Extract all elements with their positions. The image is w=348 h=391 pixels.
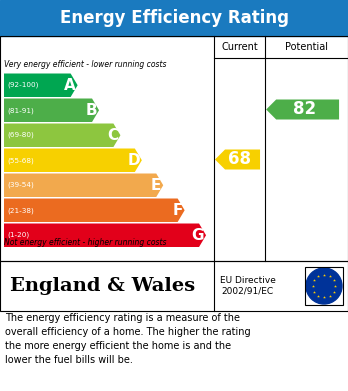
Bar	[0, 36, 348, 261]
Bar	[0, 261, 348, 311]
Text: C: C	[107, 128, 118, 143]
Text: (92-100): (92-100)	[7, 82, 38, 88]
Text: Potential: Potential	[285, 42, 328, 52]
Text: (39-54): (39-54)	[7, 182, 34, 188]
Text: (1-20): (1-20)	[7, 232, 29, 239]
Polygon shape	[4, 124, 120, 147]
Text: EU Directive
2002/91/EC: EU Directive 2002/91/EC	[220, 276, 276, 296]
Text: B: B	[85, 103, 97, 118]
Polygon shape	[4, 74, 78, 97]
Bar	[0, 0, 348, 36]
Bar	[0, 36, 348, 261]
Circle shape	[306, 268, 342, 304]
Text: Energy Efficiency Rating: Energy Efficiency Rating	[60, 9, 288, 27]
Bar	[305, 267, 343, 305]
Polygon shape	[4, 224, 206, 247]
Text: Current: Current	[221, 42, 258, 52]
Text: 68: 68	[228, 151, 251, 169]
Polygon shape	[215, 149, 260, 170]
Text: England & Wales: England & Wales	[10, 277, 195, 295]
Polygon shape	[4, 149, 142, 172]
Polygon shape	[4, 174, 163, 197]
Text: (81-91): (81-91)	[7, 107, 34, 113]
Polygon shape	[4, 199, 185, 222]
Polygon shape	[266, 99, 339, 120]
Text: Very energy efficient - lower running costs: Very energy efficient - lower running co…	[4, 60, 166, 69]
Bar	[0, 261, 348, 311]
Text: (55-68): (55-68)	[7, 157, 34, 163]
Text: E: E	[151, 178, 161, 193]
Text: The energy efficiency rating is a measure of the
overall efficiency of a home. T: The energy efficiency rating is a measur…	[5, 313, 251, 365]
Text: A: A	[64, 78, 76, 93]
Text: (21-38): (21-38)	[7, 207, 34, 213]
Text: F: F	[172, 203, 183, 218]
Text: 82: 82	[293, 100, 316, 118]
Text: Not energy efficient - higher running costs: Not energy efficient - higher running co…	[4, 238, 166, 247]
Text: (69-80): (69-80)	[7, 132, 34, 138]
Text: D: D	[127, 153, 140, 168]
Polygon shape	[4, 99, 99, 122]
Text: G: G	[191, 228, 204, 243]
